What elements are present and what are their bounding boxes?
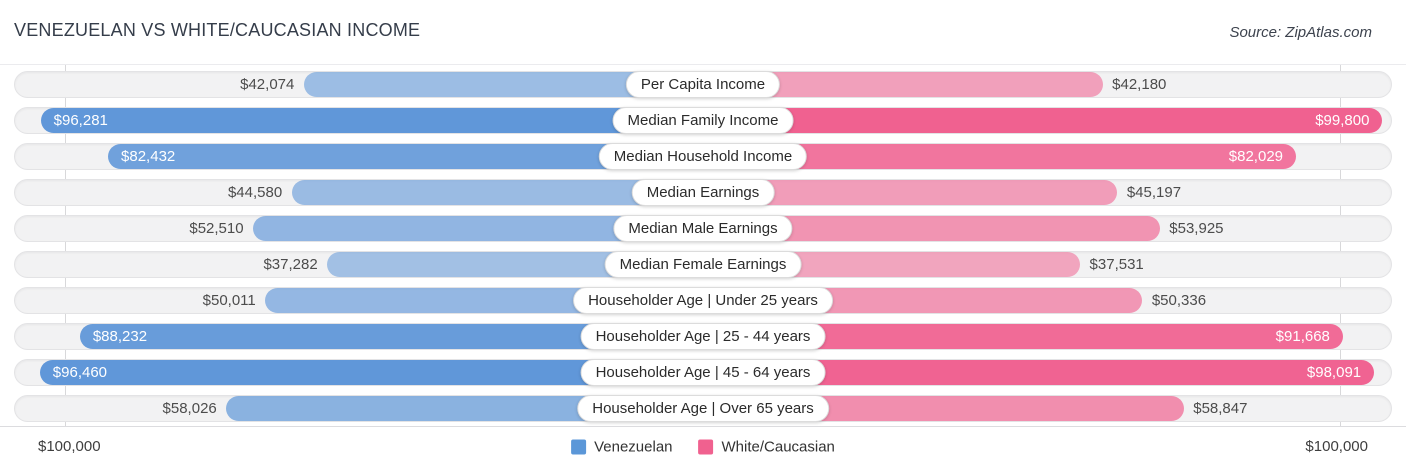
- gridline-right: [1340, 65, 1341, 426]
- value-label-venezuelan: $44,580: [227, 184, 283, 201]
- category-pill: Median Male Earnings: [613, 215, 793, 242]
- legend: Venezuelan White/Caucasian: [571, 438, 835, 455]
- gridline-left: [65, 65, 66, 426]
- value-label-white-caucasian: $42,180: [1112, 76, 1167, 93]
- value-label-venezuelan: $88,232: [92, 328, 148, 345]
- value-label-venezuelan: $52,510: [189, 220, 244, 237]
- category-pill: Householder Age | Over 65 years: [577, 395, 829, 422]
- axis-label-left: $100,000: [38, 438, 101, 455]
- value-label-venezuelan: $42,074: [240, 76, 295, 93]
- chart-row: $42,074 $42,180 Per Capita Income: [14, 71, 1392, 98]
- value-label-white-caucasian: $37,531: [1089, 256, 1144, 273]
- chart-row: $88,232 $91,668 Householder Age | 25 - 44 …: [14, 323, 1392, 350]
- category-pill: Median Earnings: [631, 179, 775, 206]
- value-label-white-caucasian: $50,336: [1151, 292, 1207, 309]
- chart-row: $58,026 $58,847 Householder Age | Over 65 …: [14, 395, 1392, 422]
- value-label-white-caucasian: $58,847: [1193, 400, 1248, 417]
- chart-area: $42,074 $42,180 Per Capita Income $96,281 $9…: [0, 64, 1406, 427]
- legend-label: White/Caucasian: [721, 438, 835, 455]
- chart-row: $96,281 $99,800 Median Family Income: [14, 107, 1392, 134]
- value-label-white-caucasian: $98,091: [1306, 364, 1362, 381]
- category-pill: Householder Age | 25 - 44 years: [580, 323, 826, 350]
- header: VENEZUELAN VS WHITE/CAUCASIAN INCOME Sou…: [0, 0, 1406, 41]
- value-label-venezuelan: $96,281: [53, 112, 108, 129]
- legend-label: Venezuelan: [594, 438, 673, 455]
- category-pill: Per Capita Income: [625, 71, 781, 98]
- source-link[interactable]: Source: ZipAtlas.com: [1229, 24, 1372, 41]
- value-label-venezuelan: $96,460: [52, 364, 108, 381]
- category-pill: Householder Age | Under 25 years: [573, 287, 833, 314]
- value-label-venezuelan: $82,432: [121, 148, 176, 165]
- footer: $100,000 Venezuelan White/Caucasian $100,…: [0, 427, 1406, 466]
- legend-swatch-icon: [571, 439, 587, 454]
- chart-row: $37,282 $37,531 Median Female Earnings: [14, 251, 1392, 278]
- chart-rows: $42,074 $42,180 Per Capita Income $96,281 $9…: [14, 71, 1392, 422]
- legend-item: Venezuelan: [571, 438, 673, 455]
- chart-row: $52,510 $53,925 Median Male Earnings: [14, 215, 1392, 242]
- category-pill: Median Household Income: [598, 143, 808, 170]
- category-pill: Median Female Earnings: [604, 251, 802, 278]
- value-label-white-caucasian: $53,925: [1169, 220, 1224, 237]
- value-label-venezuelan: $50,011: [202, 292, 256, 309]
- value-label-white-caucasian: $99,800: [1315, 112, 1370, 129]
- chart-row: $44,580 $45,197 Median Earnings: [14, 179, 1392, 206]
- axis-label-right: $100,000: [1305, 438, 1368, 455]
- legend-swatch-icon: [698, 439, 714, 454]
- value-label-white-caucasian: $91,668: [1275, 328, 1330, 345]
- chart-row: $96,460 $98,091 Householder Age | 45 - 64 …: [14, 359, 1392, 386]
- value-label-venezuelan: $58,026: [162, 400, 217, 417]
- legend-item: White/Caucasian: [698, 438, 835, 455]
- value-label-venezuelan: $37,282: [263, 256, 318, 273]
- value-label-white-caucasian: $82,029: [1228, 148, 1284, 165]
- chart-row: $82,432 $82,029 Median Household Income: [14, 143, 1392, 170]
- category-pill: Median Family Income: [612, 107, 794, 134]
- value-label-white-caucasian: $45,197: [1126, 184, 1182, 201]
- category-pill: Householder Age | 45 - 64 years: [580, 359, 826, 386]
- page-title: VENEZUELAN VS WHITE/CAUCASIAN INCOME: [14, 20, 421, 40]
- bar-venezuelan: [40, 108, 703, 133]
- bar-white-caucasian: [703, 108, 1383, 133]
- chart-row: $50,011 $50,336 Householder Age | Under 25…: [14, 287, 1392, 314]
